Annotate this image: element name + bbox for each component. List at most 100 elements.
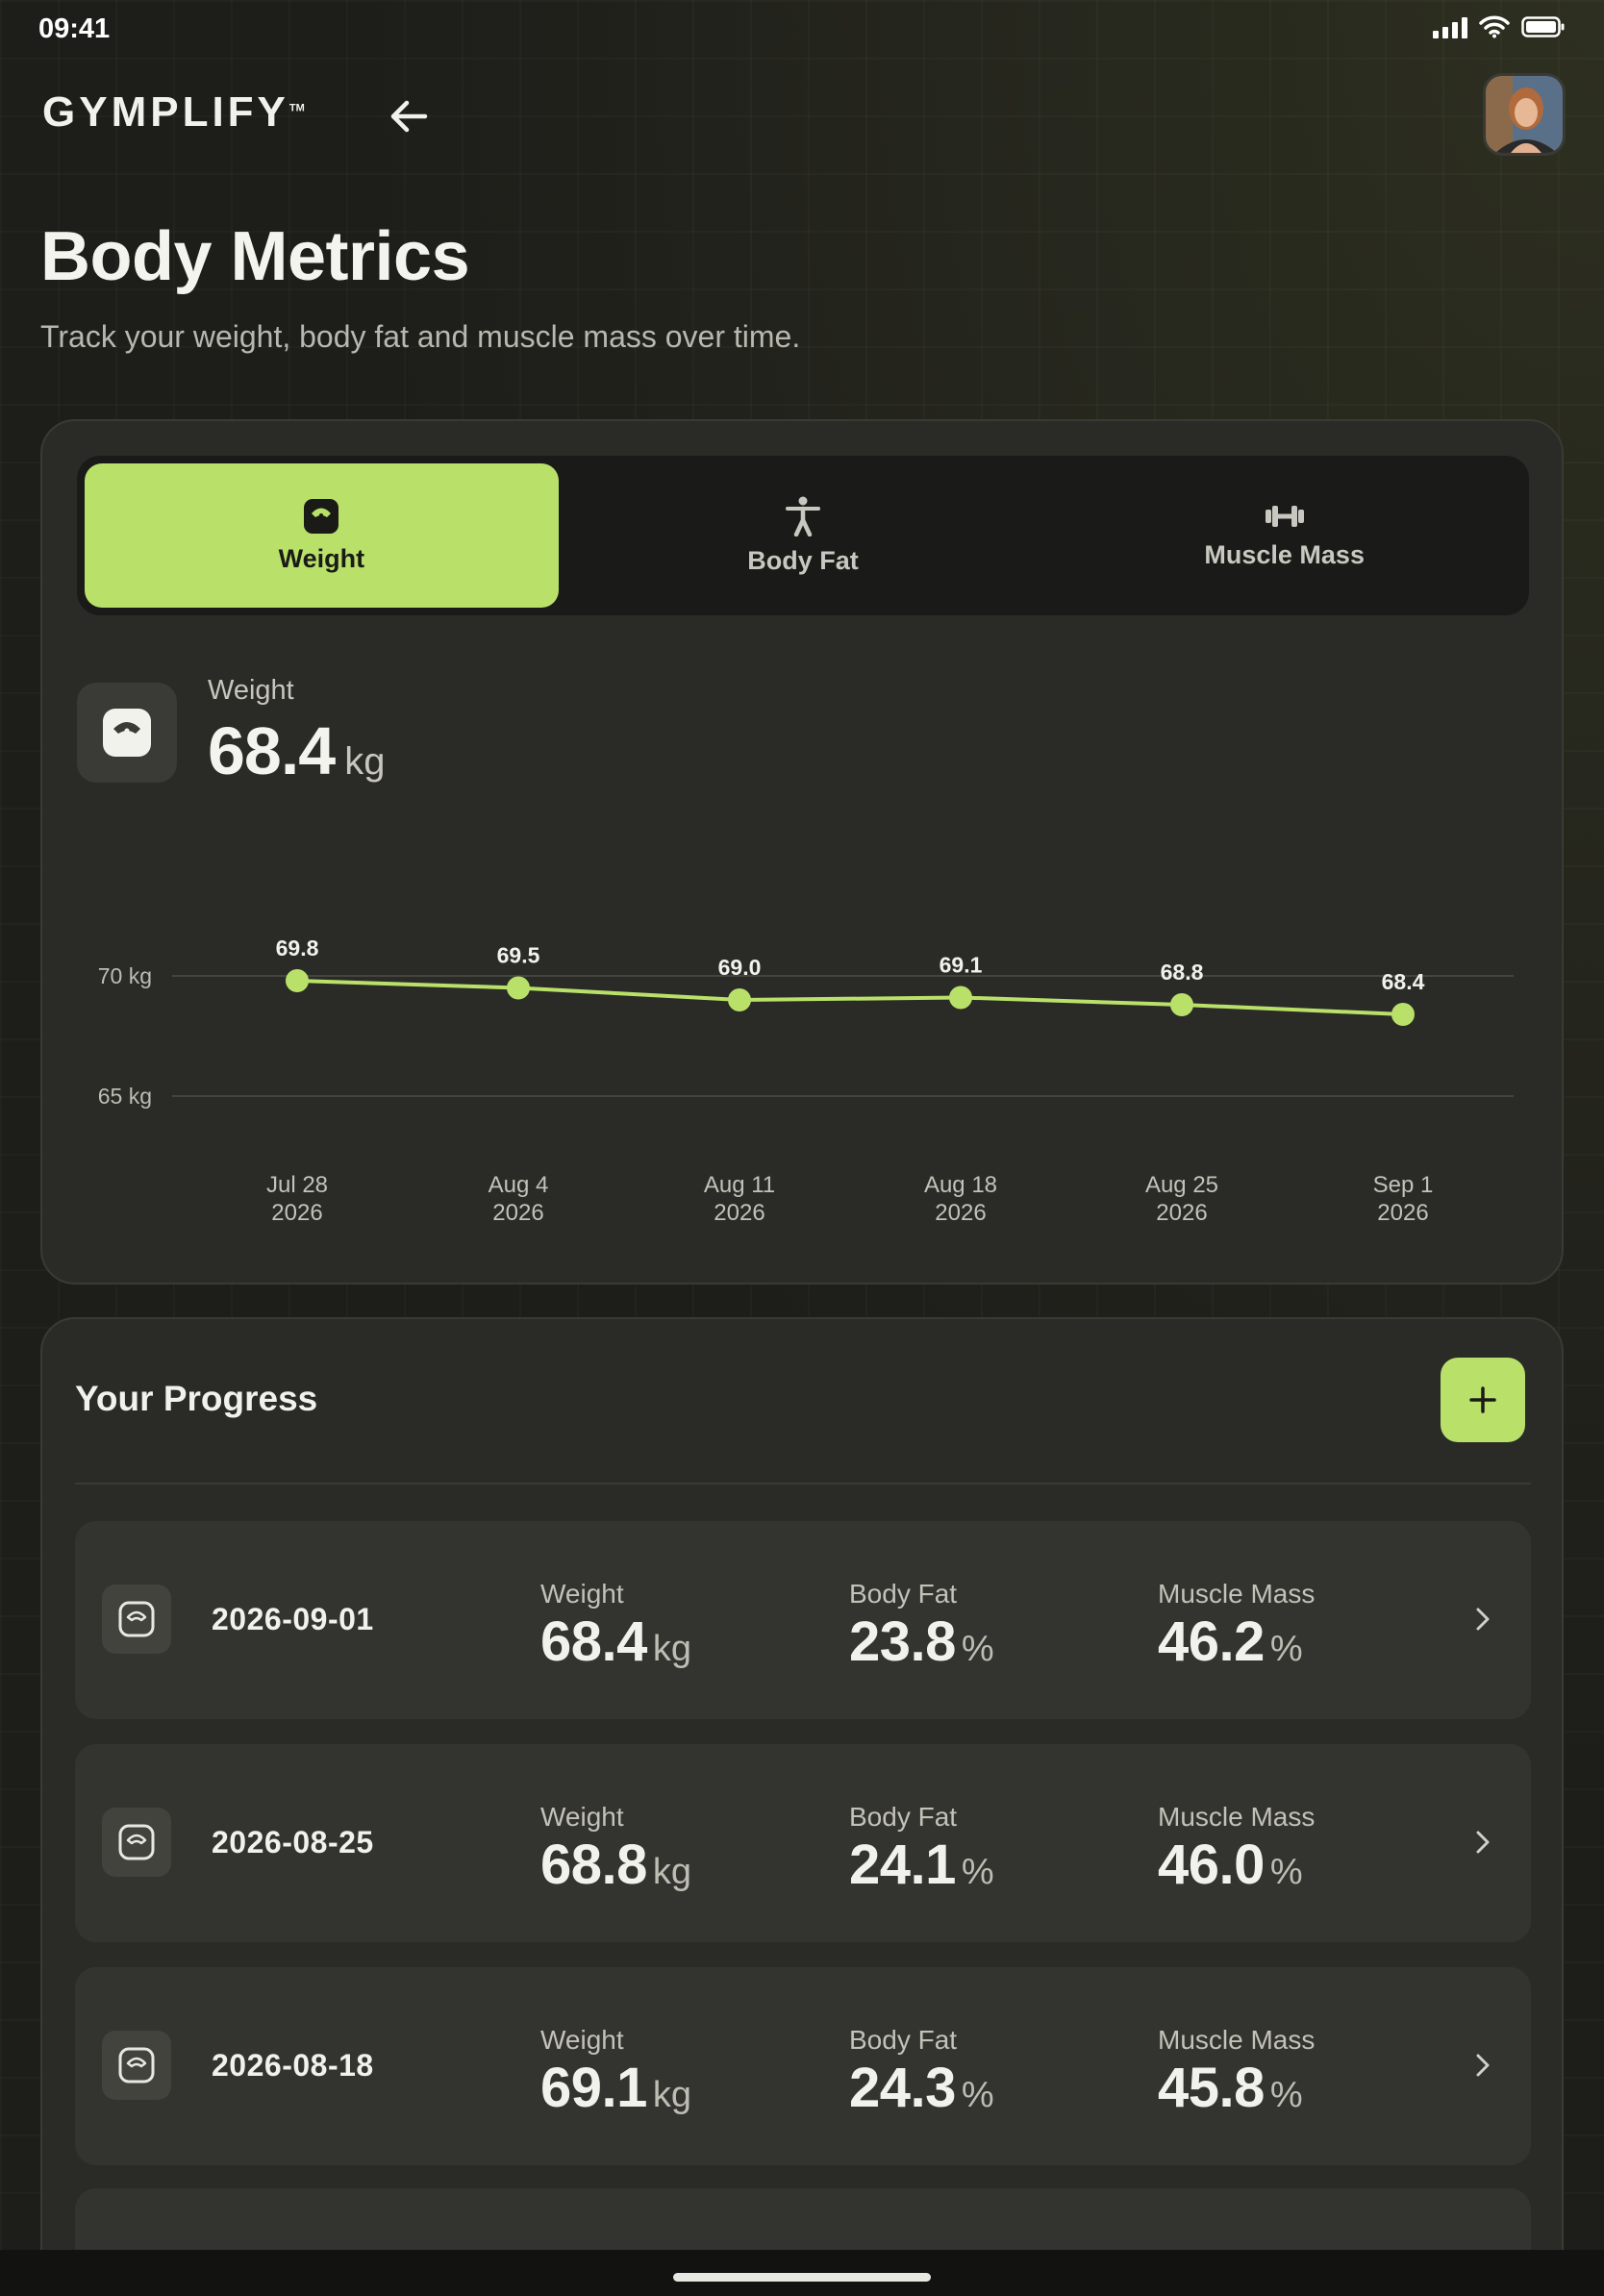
data-label: 69.0: [718, 955, 762, 980]
home-indicator[interactable]: [673, 2273, 931, 2282]
entry-icon-box: [102, 2031, 171, 2100]
entry-muscle-label: Muscle Mass: [1158, 1802, 1316, 1832]
entry-weight-unit: kg: [652, 1629, 692, 1669]
x-tick-label: Jul 28: [266, 1172, 328, 1198]
dumbbell-icon: [1265, 505, 1304, 527]
chevron-right-icon: [1466, 1602, 1500, 1636]
arrow-left-icon: [390, 100, 428, 133]
status-time: 09:41: [38, 13, 111, 44]
entry-weight-value: 68.4: [540, 1610, 647, 1673]
entry-fat-value: 24.3: [849, 2057, 956, 2119]
wifi-icon: [1479, 15, 1510, 38]
entry-body-fat: Body Fat 24.1%: [849, 1802, 994, 1897]
tab-label: Body Fat: [747, 545, 859, 575]
entry-fat-label: Body Fat: [849, 1802, 958, 1832]
entry-muscle-mass: Muscle Mass 46.0%: [1158, 1802, 1315, 1897]
x-tick-label-year: 2026: [271, 1200, 322, 1226]
entry-weight-value: 69.1: [540, 2057, 647, 2119]
entry-fat-unit: %: [961, 2075, 994, 2115]
entry-muscle-unit: %: [1269, 1852, 1303, 1892]
brand-logo[interactable]: GYMPLIFYTM: [42, 88, 305, 137]
data-point: [507, 976, 530, 1000]
entry-muscle-value: 45.8: [1158, 2057, 1265, 2119]
entry-weight: Weight 68.8 kg: [540, 1802, 691, 1897]
entry-date: 2026-08-18: [212, 2048, 374, 2083]
entry-date: 2026-08-25: [212, 1825, 374, 1859]
x-tick-label-year: 2026: [492, 1200, 543, 1226]
metric-value: 68.4: [208, 713, 336, 788]
data-label: 69.1: [940, 953, 983, 978]
user-avatar-icon: [1486, 76, 1563, 153]
data-point: [949, 986, 972, 1010]
x-tick-label-year: 2026: [1156, 1200, 1207, 1226]
back-button[interactable]: [385, 92, 433, 140]
tab-muscle-mass[interactable]: Muscle Mass: [1047, 463, 1521, 608]
metric-text: Weight 68.4 kg: [208, 675, 386, 789]
entry-weight-label: Weight: [540, 1579, 624, 1609]
add-entry-button[interactable]: [1441, 1358, 1525, 1442]
metric-card: Weight Body Fat Muscle Mass: [40, 419, 1564, 1285]
person-icon: [786, 496, 820, 537]
scale-icon: [103, 708, 151, 757]
tab-body-fat[interactable]: Body Fat: [566, 463, 1040, 608]
scale-icon: [118, 1824, 155, 1860]
entry-body-fat: Body Fat 23.8%: [849, 1579, 994, 1674]
progress-card: Your Progress 2026-09-01 Weight 68.4 kg B…: [40, 1317, 1564, 2296]
entry-fat-value: 24.1: [849, 1834, 956, 1896]
data-label: 69.8: [276, 936, 319, 961]
data-point: [1170, 993, 1193, 1016]
progress-entry[interactable]: 2026-08-25 Weight 68.8 kg Body Fat 24.1% …: [75, 1744, 1531, 1942]
x-tick-label: Sep 1: [1373, 1172, 1434, 1198]
y-tick-label: 70 kg: [98, 963, 152, 988]
x-tick-label-year: 2026: [935, 1200, 986, 1226]
progress-entry[interactable]: 2026-09-01 Weight 68.4 kg Body Fat 23.8% …: [75, 1521, 1531, 1719]
data-label: 69.5: [497, 943, 540, 968]
entry-weight-unit: kg: [652, 2075, 692, 2115]
entry-fat-label: Body Fat: [849, 2025, 958, 2055]
entry-weight-value: 68.8: [540, 1834, 647, 1896]
progress-entry[interactable]: 2026-08-18 Weight 69.1 kg Body Fat 24.3% …: [75, 1967, 1531, 2165]
tab-label: Weight: [278, 543, 365, 573]
series-line: [296, 979, 1404, 1016]
scale-icon: [118, 1601, 155, 1637]
entry-fat-value: 23.8: [849, 1610, 956, 1673]
scale-icon: [118, 2047, 155, 2084]
entry-body-fat: Body Fat 24.3%: [849, 2025, 994, 2120]
entry-muscle-label: Muscle Mass: [1158, 1579, 1316, 1609]
battery-icon: [1521, 16, 1565, 37]
data-label: 68.4: [1382, 969, 1425, 994]
entry-weight-label: Weight: [540, 1802, 624, 1832]
entry-muscle-mass: Muscle Mass 45.8%: [1158, 2025, 1315, 2120]
x-tick-label-year: 2026: [714, 1200, 764, 1226]
entry-icon-box: [102, 1585, 171, 1654]
entry-weight: Weight 68.4 kg: [540, 1579, 691, 1674]
metric-label: Weight: [208, 675, 294, 706]
metric-tabs: Weight Body Fat Muscle Mass: [77, 456, 1529, 615]
x-tick-label: Aug 4: [489, 1172, 549, 1198]
entry-muscle-unit: %: [1269, 2075, 1303, 2115]
entry-fat-unit: %: [961, 1629, 994, 1669]
entry-fat-label: Body Fat: [849, 1579, 958, 1609]
entry-date: 2026-09-01: [212, 1602, 374, 1636]
tab-weight[interactable]: Weight: [85, 463, 559, 608]
x-tick-label-year: 2026: [1377, 1200, 1428, 1226]
plus-icon: [1469, 1386, 1496, 1413]
entry-muscle-label: Muscle Mass: [1158, 2025, 1316, 2055]
signal-icon: [1433, 15, 1467, 38]
entry-weight-unit: kg: [652, 1852, 692, 1892]
entry-muscle-value: 46.2: [1158, 1610, 1265, 1673]
entry-muscle-value: 46.0: [1158, 1834, 1265, 1896]
metric-reading: 68.4 kg: [208, 712, 386, 789]
metric-summary: Weight 68.4 kg: [77, 675, 386, 789]
page-subtitle: Track your weight, body fat and muscle m…: [40, 319, 801, 354]
tab-label: Muscle Mass: [1204, 539, 1365, 569]
x-tick-label: Aug 25: [1145, 1172, 1218, 1198]
entry-weight: Weight 69.1 kg: [540, 2025, 691, 2120]
metric-unit: kg: [344, 740, 386, 783]
avatar[interactable]: [1483, 73, 1566, 156]
scale-icon: [304, 498, 339, 534]
entry-weight-label: Weight: [540, 2025, 624, 2055]
metric-icon-box: [77, 682, 177, 783]
